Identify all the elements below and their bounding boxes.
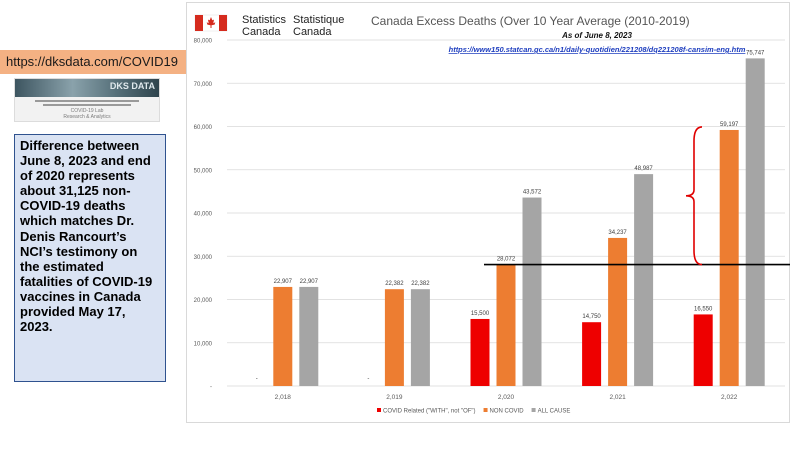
bar (693, 314, 713, 386)
data-label: 28,072 (497, 257, 516, 263)
statcan-en-line2: Canada (242, 26, 281, 38)
data-label: 15,500 (471, 311, 490, 317)
data-label: 75,747 (746, 50, 765, 56)
y-tick-label: 20,000 (194, 298, 213, 304)
chart-title: Canada Excess Deaths (Over 10 Year Avera… (371, 14, 690, 28)
bar (719, 129, 739, 387)
data-label: 16,550 (694, 306, 713, 312)
y-axis-ticks: - 10,000 20,000 30,000 40,000 50,000 60,000 70,… (194, 39, 213, 391)
legend-swatch (531, 408, 536, 412)
bar (273, 286, 293, 386)
data-label: 22,382 (411, 281, 430, 287)
bar (496, 264, 516, 386)
thumbnail-caption-title: COVID-19 Lab (70, 108, 104, 114)
difference-bracket (685, 126, 703, 266)
bar (299, 286, 319, 386)
data-label: 22,382 (385, 281, 404, 287)
legend-swatch (377, 408, 381, 412)
chart-panel: Statistics Canada Statistique Canada Can… (186, 2, 790, 423)
thumbnail-logo: DKS DATA (109, 81, 155, 91)
data-label: 59,197 (720, 122, 739, 128)
data-label: 34,237 (608, 230, 627, 236)
annotation-overlay (484, 126, 790, 266)
bar (384, 289, 404, 386)
y-tick-label: 70,000 (194, 82, 213, 88)
bar (634, 174, 654, 386)
legend-swatch (483, 408, 488, 412)
y-tick-label: 40,000 (194, 212, 213, 218)
bar (745, 58, 765, 386)
y-tick-label: 10,000 (194, 341, 213, 347)
x-axis-ticks: 2,018 2,019 2,020 2,021 2,022 (275, 394, 738, 401)
legend: COVID Related ("WITH", not "OF") NON COVI… (377, 408, 570, 415)
bar (522, 197, 542, 386)
thumbnail-nav-line (35, 100, 139, 102)
x-tick-label: 2,021 (609, 394, 626, 401)
bar (582, 322, 602, 386)
thumbnail-banner (15, 79, 159, 97)
bars-group (273, 58, 765, 387)
source-url-badge: https://dksdata.com/COVID19 (0, 50, 196, 74)
legend-label: ALL CAUSE (538, 409, 571, 415)
statcan-fr-line2: Canada (293, 26, 332, 38)
data-label: 48,987 (634, 166, 653, 172)
legend-label: NON COVID (490, 409, 525, 415)
excess-deaths-chart: Statistics Canada Statistique Canada Can… (194, 14, 790, 415)
data-labels-group: - 22,907 22,907 - 22,382 22,382 15,500 28,072 43… (256, 50, 765, 382)
x-tick-label: 2,020 (498, 394, 515, 401)
x-tick-label: 2,019 (386, 394, 403, 401)
data-label: - (256, 376, 258, 382)
annotation-note-text: Difference between June 8, 2023 and end … (20, 138, 153, 335)
bar (470, 318, 490, 386)
statcan-fr-line1: Statistique (293, 14, 344, 26)
y-tick-label: 80,000 (194, 39, 213, 45)
data-label: 22,907 (274, 279, 293, 285)
website-thumbnail: DKS DATA COVID-19 Lab Research & Analyti… (14, 78, 160, 122)
annotation-note-box: Difference between June 8, 2023 and end … (14, 134, 166, 382)
canada-flag-icon (194, 14, 228, 32)
x-tick-label: 2,018 (275, 394, 292, 401)
y-tick-label: - (210, 385, 212, 391)
y-tick-label: 30,000 (194, 255, 213, 261)
y-tick-label: 60,000 (194, 125, 213, 131)
thumbnail-caption-sub: Research & Analytics (63, 114, 111, 120)
source-link[interactable]: https://www150.statcan.gc.ca/n1/daily-qu… (449, 45, 746, 54)
data-label: 14,750 (582, 314, 601, 320)
data-label: 43,572 (523, 190, 542, 196)
chart-subtitle: As of June 8, 2023 (561, 31, 632, 40)
y-tick-label: 50,000 (194, 168, 213, 174)
thumbnail-nav-line (43, 104, 131, 106)
data-label: - (367, 376, 369, 382)
legend-label: COVID Related ("WITH", not "OF") (383, 409, 476, 415)
bar (410, 289, 430, 386)
data-label: 22,907 (300, 279, 319, 285)
statcan-en-line1: Statistics (242, 14, 287, 26)
bar (608, 237, 628, 386)
x-tick-label: 2,022 (721, 394, 738, 401)
